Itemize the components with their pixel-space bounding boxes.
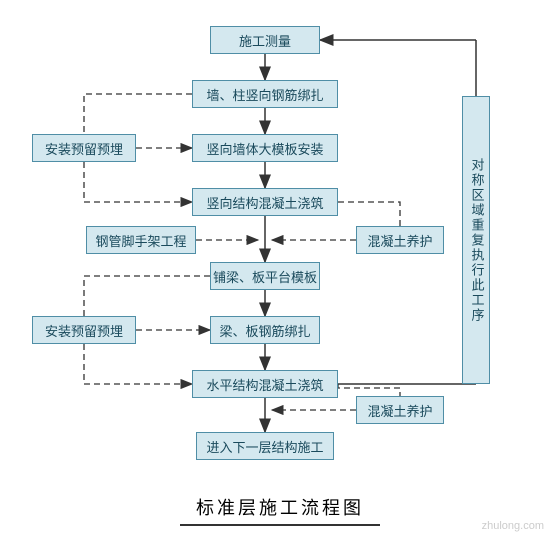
flow-node-n4: 竖向结构混凝土浇筑 xyxy=(192,188,338,216)
flow-node-n7: 水平结构混凝土浇筑 xyxy=(192,370,338,398)
flow-node-r2: 混凝土养护 xyxy=(356,396,444,424)
watermark-text: zhulong.com xyxy=(482,520,544,532)
flow-node-n3: 竖向墙体大模板安装 xyxy=(192,134,338,162)
flow-node-n1: 施工测量 xyxy=(210,26,320,54)
flow-node-l3: 安装预留预埋 xyxy=(32,316,136,344)
flowchart-canvas: 施工测量墙、柱竖向钢筋绑扎竖向墙体大模板安装竖向结构混凝土浇筑铺梁、板平台模板梁… xyxy=(0,0,560,544)
flow-node-n6: 梁、板钢筋绑扎 xyxy=(210,316,320,344)
diagram-title: 标准层施工流程图 xyxy=(180,490,380,526)
flow-node-n5: 铺梁、板平台模板 xyxy=(210,262,320,290)
flow-node-r1: 混凝土养护 xyxy=(356,226,444,254)
flow-node-n8: 进入下一层结构施工 xyxy=(196,432,334,460)
flow-node-l1: 安装预留预埋 xyxy=(32,134,136,162)
flow-node-n2: 墙、柱竖向钢筋绑扎 xyxy=(192,80,338,108)
flow-node-big: 对称区域重复执行此工序 xyxy=(462,96,490,384)
flow-node-l2: 钢管脚手架工程 xyxy=(86,226,196,254)
